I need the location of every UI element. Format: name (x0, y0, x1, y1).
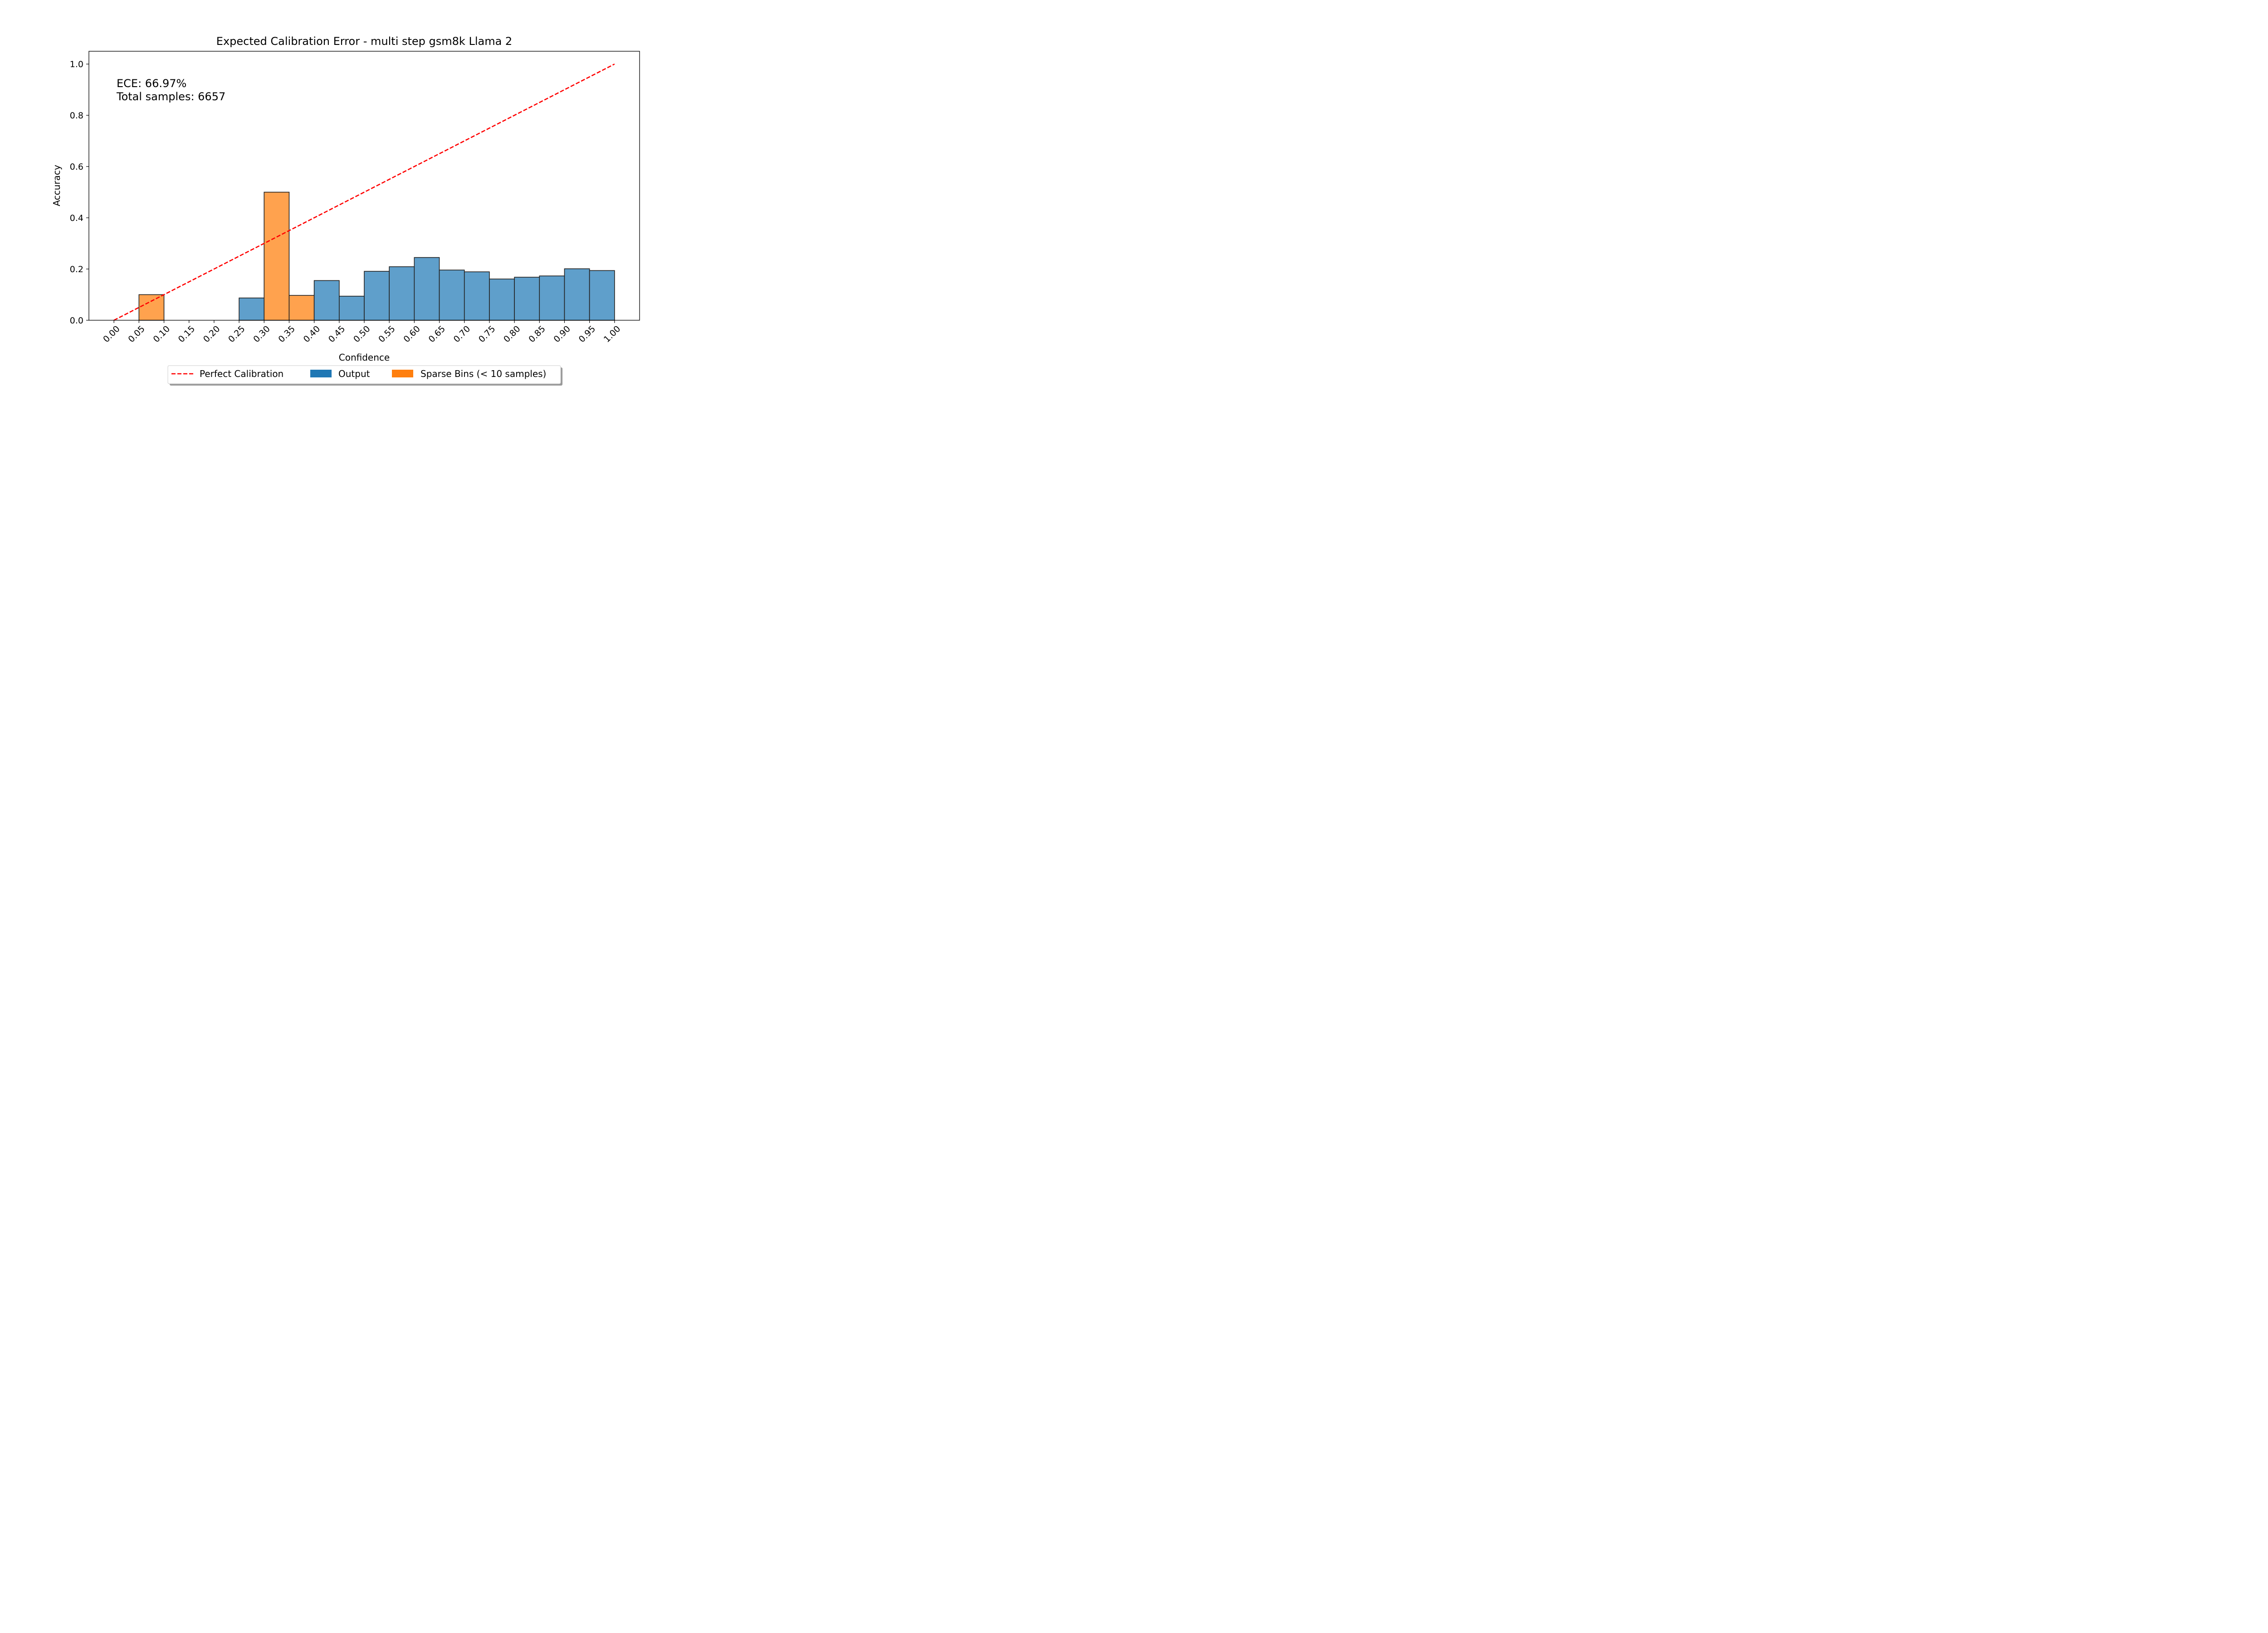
x-tick-label-18: 0.90 (552, 324, 572, 344)
legend-box (167, 365, 561, 384)
chart-title: Expected Calibration Error - multi step … (216, 35, 512, 48)
x-tick-label-10: 0.50 (352, 324, 372, 344)
bar-output-11 (389, 266, 415, 321)
x-tick-label-17: 0.85 (527, 324, 547, 344)
legend-sparse-swatch (392, 370, 413, 377)
legend: Perfect Calibration Output Sparse Bins (… (167, 365, 562, 386)
bar-sparse-1 (138, 294, 165, 321)
x-tick-label-20: 1.00 (602, 324, 622, 344)
x-tick-label-1: 0.05 (126, 324, 147, 344)
ece-annotation: ECE: 66.97% (117, 77, 186, 90)
bar-sparse-7 (288, 295, 315, 321)
bar-output-17 (539, 275, 565, 321)
total-samples-annotation: Total samples: 6657 (116, 90, 225, 103)
x-tick-label-12: 0.60 (401, 324, 422, 344)
x-tick-label-6: 0.30 (251, 324, 272, 344)
x-axis-ticks: 0.00 0.05 0.10 0.15 0.20 0.25 0.30 0.35 0.40 0.45… (101, 320, 622, 344)
x-tick-label-9: 0.45 (327, 324, 347, 344)
bar-output-8 (313, 280, 340, 321)
plot-area (88, 51, 640, 321)
x-tick-label-19: 0.95 (577, 324, 597, 344)
bar-output-18 (564, 268, 590, 321)
x-tick-label-7: 0.35 (277, 324, 297, 344)
y-axis-label: Accuracy (51, 165, 62, 206)
x-tick-label-4: 0.20 (201, 324, 222, 344)
bar-output-13 (439, 269, 465, 321)
x-axis-label: Confidence (339, 352, 390, 363)
bar-output-16 (514, 277, 540, 321)
bar-output-12 (414, 257, 440, 321)
x-tick-label-3: 0.15 (176, 324, 197, 344)
y-tick-label-2: 0.4 (70, 213, 83, 223)
x-tick-label-5: 0.25 (226, 324, 247, 344)
y-tick-label-1: 0.2 (70, 264, 83, 274)
x-tick-label-2: 0.10 (152, 324, 172, 344)
bar-output-19 (589, 270, 615, 321)
x-tick-label-14: 0.70 (452, 324, 472, 344)
bars-group (138, 191, 615, 321)
x-tick-label-0: 0.00 (101, 324, 122, 344)
y-tick-label-4: 0.8 (70, 111, 83, 121)
calibration-chart: Expected Calibration Error - multi step … (51, 35, 640, 386)
y-tick-label-5: 1.0 (70, 59, 83, 69)
perfect-calibration-line (113, 64, 615, 321)
legend-output-label: Output (338, 368, 370, 379)
x-tick-label-16: 0.80 (502, 324, 522, 344)
legend-output-swatch (310, 370, 332, 377)
bar-output-9 (339, 296, 365, 321)
x-tick-label-11: 0.55 (376, 324, 397, 344)
legend-sparse-label: Sparse Bins (< 10 samples) (420, 368, 546, 379)
bar-output-15 (489, 279, 515, 321)
y-axis-ticks: 0.0 0.2 0.4 0.6 0.8 1.0 (70, 59, 89, 326)
y-tick-label-0: 0.0 (70, 316, 83, 326)
bar-sparse-6 (264, 191, 290, 321)
y-tick-label-3: 0.6 (70, 162, 83, 172)
bar-output-5 (239, 298, 265, 321)
bar-output-14 (464, 271, 490, 321)
legend-perfect-calibration-label: Perfect Calibration (200, 368, 284, 379)
x-tick-label-8: 0.40 (302, 324, 322, 344)
bar-output-10 (364, 271, 390, 321)
x-tick-label-15: 0.75 (477, 324, 497, 344)
x-tick-label-13: 0.65 (427, 324, 447, 344)
